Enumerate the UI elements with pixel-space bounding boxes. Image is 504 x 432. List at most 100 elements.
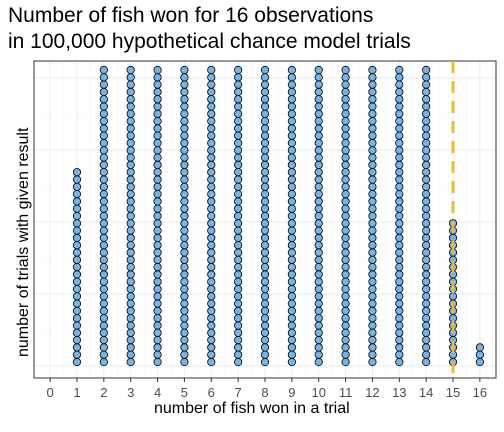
dot-point — [234, 146, 243, 155]
dot-point — [207, 284, 216, 294]
dot-point — [180, 190, 189, 199]
dot-point — [287, 160, 296, 169]
dot-point — [99, 153, 108, 162]
dot-point — [341, 102, 350, 111]
dot-point — [422, 357, 431, 367]
dot-point — [314, 117, 323, 126]
dot-point — [234, 197, 243, 206]
dot-point — [72, 241, 82, 250]
x-tick-label: 2 — [100, 385, 107, 400]
dot-point — [180, 299, 189, 308]
dot-point — [314, 321, 323, 330]
dot-point — [260, 219, 270, 228]
dot-point — [153, 219, 162, 228]
dot-point — [153, 204, 162, 213]
dot-point — [260, 80, 270, 89]
dot-point — [395, 87, 404, 97]
dot-point — [99, 270, 108, 279]
dot-point — [180, 138, 189, 148]
dot-point — [180, 241, 189, 250]
dot-point — [180, 262, 189, 272]
dot-point — [422, 182, 431, 191]
dot-point — [180, 357, 189, 367]
dot-point — [368, 321, 377, 330]
dot-point — [72, 226, 82, 235]
dot-point — [341, 270, 350, 279]
dot-point — [99, 87, 108, 97]
dot-point — [287, 226, 296, 235]
dot-point — [126, 190, 135, 199]
dot-point — [314, 80, 323, 89]
dot-point — [422, 314, 431, 323]
dot-point — [126, 65, 135, 75]
dot-point — [341, 262, 350, 272]
dot-point — [260, 241, 270, 250]
dot-point — [395, 262, 404, 272]
dot-point — [287, 175, 296, 184]
dot-point — [126, 87, 135, 97]
x-tick-label: 10 — [311, 385, 325, 400]
dot-point — [99, 299, 108, 308]
dot-point — [72, 211, 82, 221]
dot-point — [395, 109, 404, 118]
dot-point — [368, 117, 377, 126]
dot-point — [314, 226, 323, 235]
dot-point — [475, 350, 484, 359]
dot-point — [126, 117, 135, 126]
dot-point — [72, 233, 82, 242]
dot-point — [395, 306, 404, 315]
dot-point — [368, 328, 377, 337]
dot-point — [234, 270, 243, 279]
dot-point — [314, 248, 323, 257]
chart-title-line-1: Number of fish won for 16 observations — [8, 4, 374, 27]
dot-point — [314, 219, 323, 228]
dot-point — [180, 335, 189, 345]
dot-point — [153, 241, 162, 250]
dot-point — [395, 146, 404, 155]
dot-point — [368, 255, 377, 264]
dot-point — [153, 197, 162, 206]
x-tick-label: 16 — [473, 385, 487, 400]
dot-point — [422, 95, 431, 104]
dot-point — [126, 168, 135, 177]
dot-point — [126, 335, 135, 345]
dot-point — [368, 262, 377, 272]
dot-point — [126, 233, 135, 242]
dot-point — [207, 211, 216, 221]
dot-point — [341, 87, 350, 97]
dot-point — [126, 306, 135, 315]
dot-point — [314, 233, 323, 242]
dot-point — [287, 146, 296, 155]
dot-point — [207, 299, 216, 308]
dot-point — [422, 277, 431, 286]
dot-point — [260, 277, 270, 286]
dot-point — [207, 314, 216, 323]
dot-point — [368, 219, 377, 228]
dot-point — [207, 233, 216, 242]
dot-point — [341, 314, 350, 323]
dot-point — [341, 328, 350, 337]
dot-point — [260, 95, 270, 104]
dot-point — [314, 314, 323, 323]
dot-point — [99, 321, 108, 330]
dot-point — [180, 314, 189, 323]
dot-point — [180, 146, 189, 155]
dot-point — [395, 299, 404, 308]
dot-point — [422, 255, 431, 264]
dot-point — [180, 204, 189, 213]
dot-point — [314, 343, 323, 352]
dot-point — [314, 95, 323, 104]
dot-point — [153, 299, 162, 308]
dot-point — [126, 211, 135, 221]
dot-point — [422, 146, 431, 155]
dot-point — [422, 226, 431, 235]
dot-point — [126, 314, 135, 323]
dot-point — [153, 277, 162, 286]
dot-point — [341, 124, 350, 133]
dot-point — [422, 197, 431, 206]
dot-point — [234, 204, 243, 213]
dot-point — [314, 284, 323, 294]
dot-point — [287, 65, 296, 75]
dot-point — [260, 131, 270, 140]
dot-point — [395, 117, 404, 126]
